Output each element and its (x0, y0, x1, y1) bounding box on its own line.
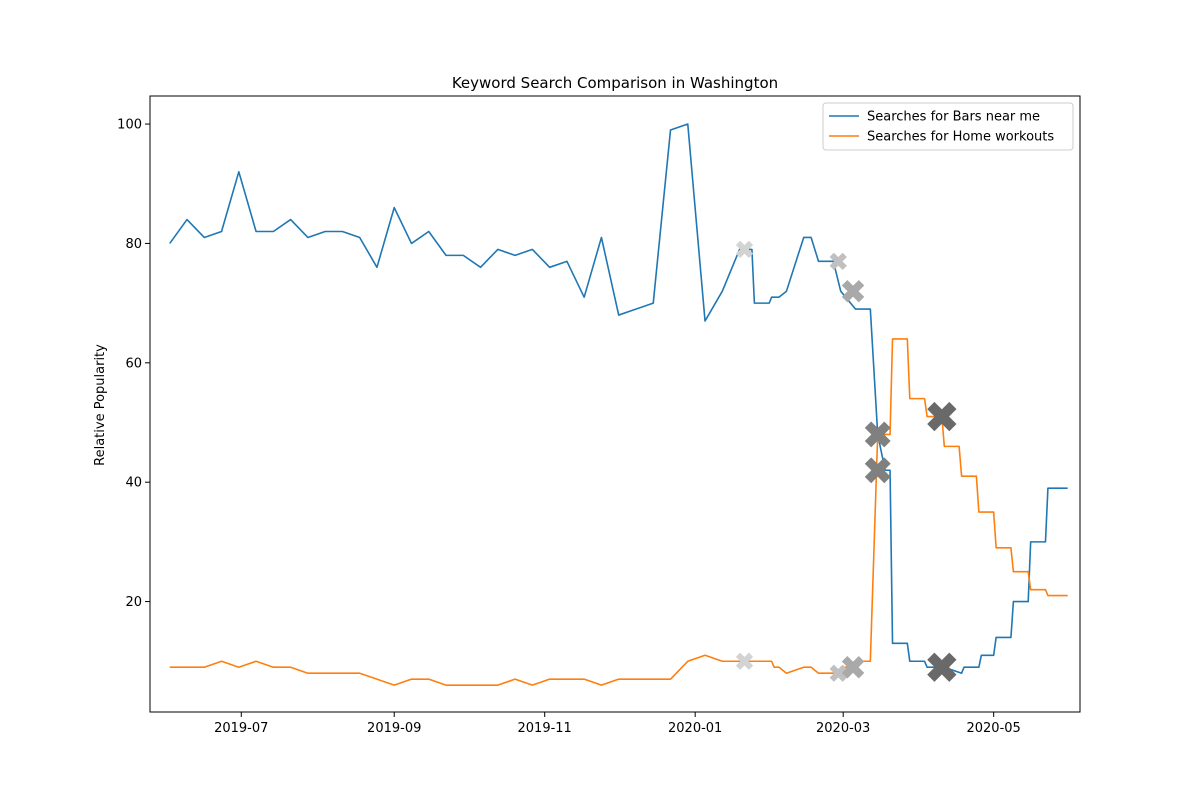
event-marker-4-1 (864, 421, 891, 448)
y-tick-label: 80 (125, 237, 142, 252)
chart-title: Keyword Search Comparison in Washington (452, 74, 778, 92)
x-tick-label: 2019-07 (214, 721, 268, 736)
plot-area (169, 123, 1068, 686)
x-tick-label: 2020-03 (816, 721, 870, 736)
axes: 2019-07 2019-09 2019-11 2020-01 2020-03 2020-… (117, 118, 1021, 736)
series-line-1 (169, 123, 1068, 674)
x-tick-label: 2019-11 (518, 721, 572, 736)
legend-box (822, 102, 1074, 151)
event-marker-1-1 (735, 240, 754, 259)
event-marker-5-1 (927, 401, 957, 432)
legend: Searches for Bars near me Searches for Ho… (822, 102, 1074, 151)
event-marker-3-2 (841, 656, 865, 679)
y-axis-label: Relative Popularity (93, 344, 108, 466)
y-tick-label: 40 (125, 476, 142, 491)
event-marker-2-1 (829, 252, 847, 270)
event-marker-5-2 (927, 652, 957, 682)
event-marker-4-2 (864, 457, 891, 484)
plot-frame (149, 95, 1081, 713)
y-tick-label: 60 (125, 356, 142, 371)
event-marker-3-1 (841, 279, 865, 303)
event-marker-1-2 (735, 652, 754, 670)
x-tick-label: 2020-05 (966, 721, 1020, 736)
y-tick-label: 20 (125, 595, 142, 610)
event-marker-2-2 (829, 664, 847, 682)
series-line-2 (169, 338, 1068, 686)
legend-label-1: Searches for Bars near me (867, 110, 1040, 125)
x-tick-label: 2020-01 (668, 721, 722, 736)
legend-label-2: Searches for Home workouts (867, 130, 1054, 145)
x-tick-label: 2019-09 (367, 721, 421, 736)
y-tick-label: 100 (117, 118, 142, 133)
